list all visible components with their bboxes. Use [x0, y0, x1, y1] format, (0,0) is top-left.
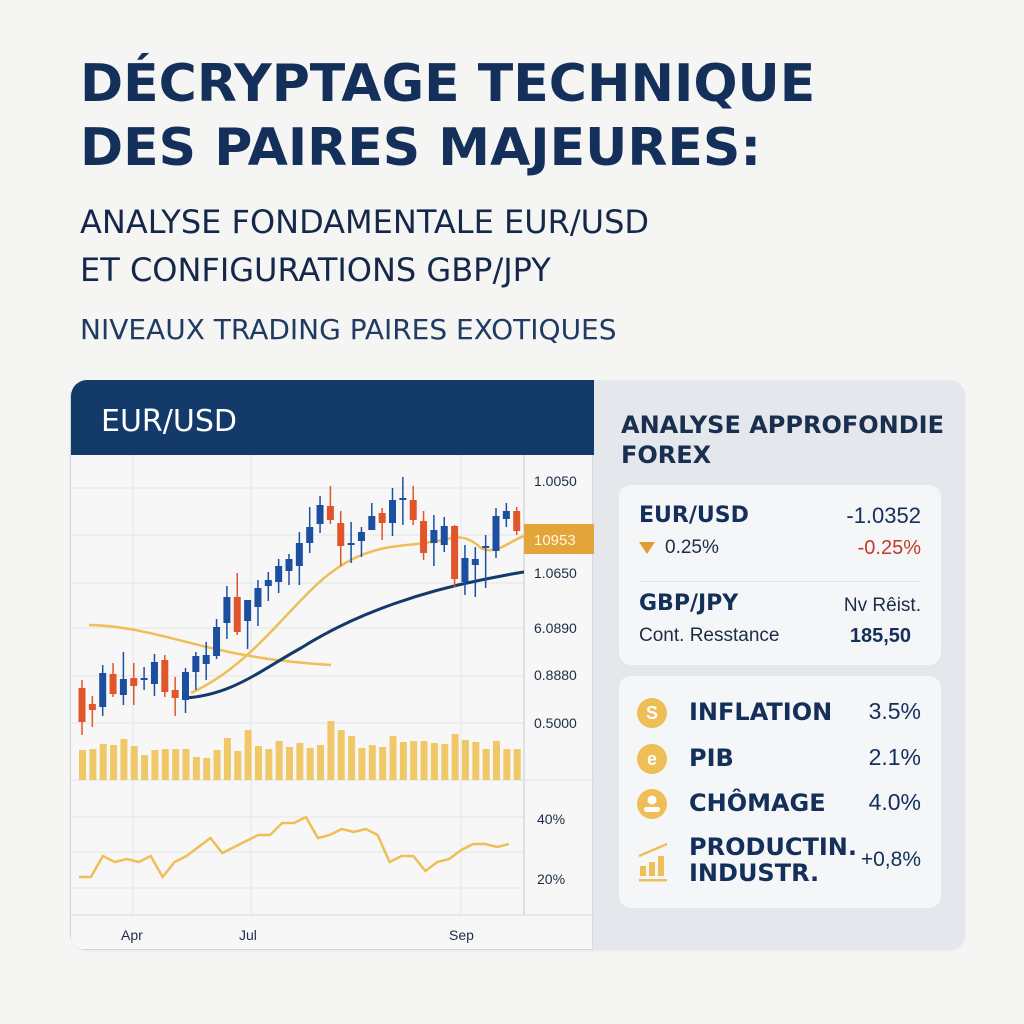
page-title: DÉCRYPTAGE TECHNIQUE DES PAIRES MAJEURES…: [80, 52, 815, 180]
indicator-label: INFLATION: [689, 698, 833, 726]
current-price-tag: [524, 524, 594, 554]
ma-declining-line: [88, 623, 332, 667]
indicator-production[interactable]: PRODUCTIN. INDUSTR. +0,8%: [637, 834, 921, 894]
pair-value: -1.0352: [846, 503, 921, 528]
current-price-text: 10953: [534, 532, 576, 549]
analysis-title-line-1: ANALYSE APPROFONDIE: [621, 411, 944, 439]
indicator-value: 4.0%: [868, 789, 921, 815]
pair-name: EUR/USD: [639, 503, 749, 528]
pair-row-gbpjpy[interactable]: GBP/JPY Nv Rêist.: [639, 591, 921, 621]
pair-detail-gbpjpy: Cont. Resstance 185,50: [639, 625, 921, 653]
x-axis-tick: Apr: [121, 927, 143, 943]
subtitle-line-1: ANALYSE FONDAMENTALE EUR/USD: [80, 203, 650, 241]
price-tick: 1.0650: [534, 565, 577, 581]
x-axis-tick: Jul: [239, 927, 257, 943]
price-tick: 6.0890: [534, 620, 577, 636]
x-axis-tick: Sep: [449, 927, 474, 943]
down-triangle-icon: [639, 541, 655, 554]
ma-slow-line: [182, 570, 525, 700]
indicator-chomage[interactable]: CHÔMAGE 4.0%: [637, 787, 921, 823]
subtitle: ANALYSE FONDAMENTALE EUR/USD ET CONFIGUR…: [80, 198, 649, 294]
tagline: NIVEAUX TRADING PAIRES EXOTIQUES: [80, 313, 617, 346]
pair-name: GBP/JPY: [639, 591, 739, 616]
indicator-value: 2.1%: [868, 744, 921, 770]
pair-row-eurusd[interactable]: EUR/USD -1.0352: [639, 503, 921, 533]
title-line-1: DÉCRYPTAGE TECHNIQUE: [80, 54, 816, 114]
subtitle-line-2: ET CONFIGURATIONS GBP/JPY: [80, 251, 551, 289]
change-label: 0.25%: [665, 537, 719, 558]
dollar-coin-icon: S: [637, 698, 667, 728]
pair-value: Nv Rêist.: [843, 595, 921, 616]
indicator-label: CHÔMAGE: [689, 789, 826, 817]
grid: [71, 455, 524, 915]
indicators-panel: S INFLATION 3.5% e PIB 2.1% CHÔMAGE 4.0%: [619, 676, 941, 908]
dashboard-card: EUR/USD 1.0050 1.0650 6.0890 0.8880 0.5000 10…: [70, 380, 965, 950]
indicator-value: 3.5%: [868, 698, 921, 724]
price-tick: 1.0050: [534, 473, 577, 489]
indicator-label-line-2: INDUSTR.: [689, 859, 820, 887]
indicator-label-line-1: PRODUCTIN.: [689, 833, 857, 861]
volume-bars: [79, 721, 521, 780]
chart-panel: EUR/USD 1.0050 1.0650 6.0890 0.8880 0.5000 10…: [70, 380, 594, 950]
indicator-label: PIB: [689, 744, 734, 772]
chart-header: EUR/USD: [71, 380, 594, 455]
indicator-value: +0,8%: [860, 848, 921, 871]
indicator-pib[interactable]: e PIB 2.1%: [637, 742, 921, 778]
price-tick: 0.8880: [534, 667, 577, 683]
title-line-2: DES PAIRES MAJEURES:: [80, 118, 762, 178]
resistance-value: 185,50: [849, 625, 911, 647]
divider: [639, 581, 921, 582]
oscillator-tick: 40%: [537, 811, 565, 827]
pairs-panel: EUR/USD -1.0352 0.25% -0.25% GBP/JPY Nv …: [619, 485, 941, 665]
person-icon: [637, 789, 667, 819]
analysis-title: ANALYSE APPROFONDIE FOREX: [621, 410, 944, 470]
chart-title: EUR/USD: [101, 404, 237, 439]
change-value: -0.25%: [857, 537, 921, 559]
oscillator-line: [79, 815, 510, 880]
pair-change-eurusd: 0.25% -0.25%: [639, 537, 921, 565]
analysis-title-line-2: FOREX: [621, 441, 712, 469]
analysis-panel: ANALYSE APPROFONDIE FOREX EUR/USD -1.035…: [593, 380, 965, 950]
euro-coin-icon: e: [637, 744, 667, 774]
indicator-inflation[interactable]: S INFLATION 3.5%: [637, 696, 921, 732]
bar-chart-icon: [637, 842, 671, 882]
candlestick-chart[interactable]: 1.0050 1.0650 6.0890 0.8880 0.5000 10953 40% 20…: [71, 380, 594, 950]
resistance-label: Cont. Resstance: [639, 625, 780, 646]
candles: [78, 477, 521, 735]
oscillator-tick: 20%: [537, 871, 565, 887]
price-tick: 0.5000: [534, 715, 577, 731]
indicator-label: PRODUCTIN. INDUSTR.: [689, 834, 857, 886]
